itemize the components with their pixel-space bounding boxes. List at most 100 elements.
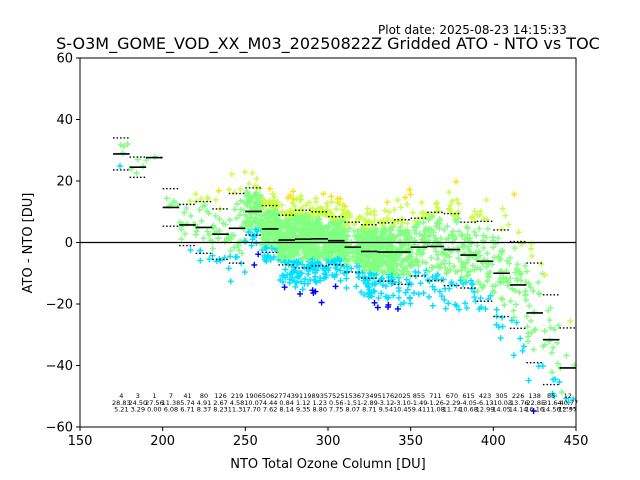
scatter-point bbox=[206, 256, 213, 263]
scatter-point bbox=[445, 300, 452, 307]
scatter-point bbox=[287, 271, 294, 278]
scatter-point bbox=[549, 390, 556, 397]
bin-std-label: 14.14 bbox=[509, 406, 528, 414]
scatter-point bbox=[499, 205, 506, 212]
scatter-point bbox=[344, 220, 351, 227]
scatter-point bbox=[480, 244, 487, 251]
scatter-point bbox=[413, 230, 420, 237]
scatter-point bbox=[461, 242, 468, 249]
scatter-point bbox=[328, 198, 335, 205]
scatter-point bbox=[192, 191, 199, 197]
bin-mean-label: 11.38 bbox=[162, 399, 181, 407]
scatter-point bbox=[316, 219, 323, 226]
scatter-point bbox=[532, 326, 539, 333]
scatter-point bbox=[565, 399, 572, 406]
scatter-point bbox=[119, 150, 126, 156]
bin-count-label: 5062 bbox=[262, 392, 279, 400]
x-axis-label: NTO Total Ozone Column [DU] bbox=[230, 457, 426, 472]
bin-mean-label: 1.12 bbox=[296, 399, 310, 407]
scatter-point bbox=[457, 277, 464, 284]
scatter-point bbox=[347, 248, 354, 255]
scatter-point bbox=[405, 270, 412, 277]
bin-count-label: 711 bbox=[429, 392, 441, 400]
scatter-point bbox=[234, 254, 240, 260]
scatter-point bbox=[226, 234, 232, 241]
scatter-point bbox=[204, 228, 211, 235]
scatter-point bbox=[468, 215, 475, 222]
x-tick-label: 300 bbox=[316, 434, 341, 449]
scatter-point bbox=[433, 276, 439, 282]
scatter-point bbox=[436, 288, 443, 295]
scatter-point bbox=[493, 306, 500, 313]
scatter-point bbox=[397, 231, 404, 237]
scatter-point bbox=[464, 225, 471, 232]
scatter-point bbox=[353, 283, 360, 290]
scatter-point bbox=[499, 250, 505, 257]
scatter-point bbox=[292, 248, 298, 254]
scatter-point bbox=[539, 362, 546, 369]
scatter-point bbox=[289, 200, 296, 206]
scatter-point bbox=[441, 226, 448, 233]
scatter-point bbox=[541, 328, 548, 334]
scatter-point bbox=[378, 268, 385, 275]
bin-std-label: 12.99 bbox=[476, 406, 495, 414]
scatter-point bbox=[209, 238, 216, 245]
scatter-point bbox=[262, 222, 269, 229]
scatter-point bbox=[507, 275, 514, 282]
scatter-point bbox=[283, 243, 289, 250]
scatter-point bbox=[420, 213, 427, 220]
bin-std-label: 3.29 bbox=[131, 406, 145, 414]
scatter-point bbox=[385, 304, 391, 310]
bin-count-label: 305 bbox=[495, 392, 507, 400]
plot-date: Plot date: 2025-08-23 14:15:33 bbox=[378, 23, 567, 37]
scatter-point bbox=[353, 263, 360, 270]
scatter-point bbox=[321, 244, 328, 251]
scatter-point bbox=[358, 243, 365, 250]
bin-count-label: 7743 bbox=[278, 392, 295, 400]
scatter-point bbox=[464, 268, 471, 275]
scatter-point bbox=[275, 244, 282, 251]
scatter-point bbox=[297, 290, 303, 297]
scatter-point bbox=[249, 236, 256, 243]
scatter-point bbox=[407, 300, 414, 307]
scatter-point bbox=[507, 255, 513, 262]
scatter-point bbox=[453, 302, 460, 309]
scatter-point bbox=[429, 302, 436, 309]
scatter-point bbox=[391, 206, 398, 213]
scatter-point bbox=[245, 229, 252, 236]
scatter-point bbox=[477, 266, 484, 273]
scatter-point bbox=[392, 272, 399, 279]
scatter-point bbox=[363, 259, 370, 266]
scatter-point bbox=[391, 258, 398, 265]
scatter-point bbox=[392, 252, 399, 259]
bin-std-label: 10.68 bbox=[459, 406, 478, 414]
scatter-point bbox=[530, 346, 537, 353]
scatter-point bbox=[508, 317, 515, 324]
scatter-point bbox=[231, 244, 238, 251]
scatter-point bbox=[496, 256, 503, 263]
scatter-point bbox=[287, 192, 294, 199]
scatter-point bbox=[526, 302, 533, 309]
scatter-point bbox=[237, 186, 244, 193]
bin-mean-label: 5.74 bbox=[180, 399, 194, 407]
bin-mean-label: 10.07 bbox=[244, 399, 263, 407]
scatter-point bbox=[531, 308, 537, 315]
scatter-point bbox=[549, 369, 555, 376]
y-tick-label: −60 bbox=[46, 421, 73, 436]
scatter-point bbox=[547, 324, 554, 331]
scatter-point bbox=[359, 269, 366, 276]
scatter-point bbox=[570, 396, 577, 403]
scatter-point bbox=[266, 213, 273, 220]
scatter-point bbox=[336, 228, 343, 235]
bin-std-label: 8.14 bbox=[279, 406, 293, 414]
scatter-point bbox=[469, 262, 476, 269]
scatter-point bbox=[252, 214, 259, 221]
scatter-point bbox=[203, 207, 210, 214]
scatter-point bbox=[309, 230, 315, 237]
scatter-point bbox=[374, 304, 381, 311]
scatter-point bbox=[251, 261, 258, 268]
scatter-point bbox=[563, 352, 570, 359]
scatter-point bbox=[479, 284, 486, 291]
bin-std-label: 8.37 bbox=[197, 406, 211, 414]
scatter-point bbox=[446, 205, 452, 212]
